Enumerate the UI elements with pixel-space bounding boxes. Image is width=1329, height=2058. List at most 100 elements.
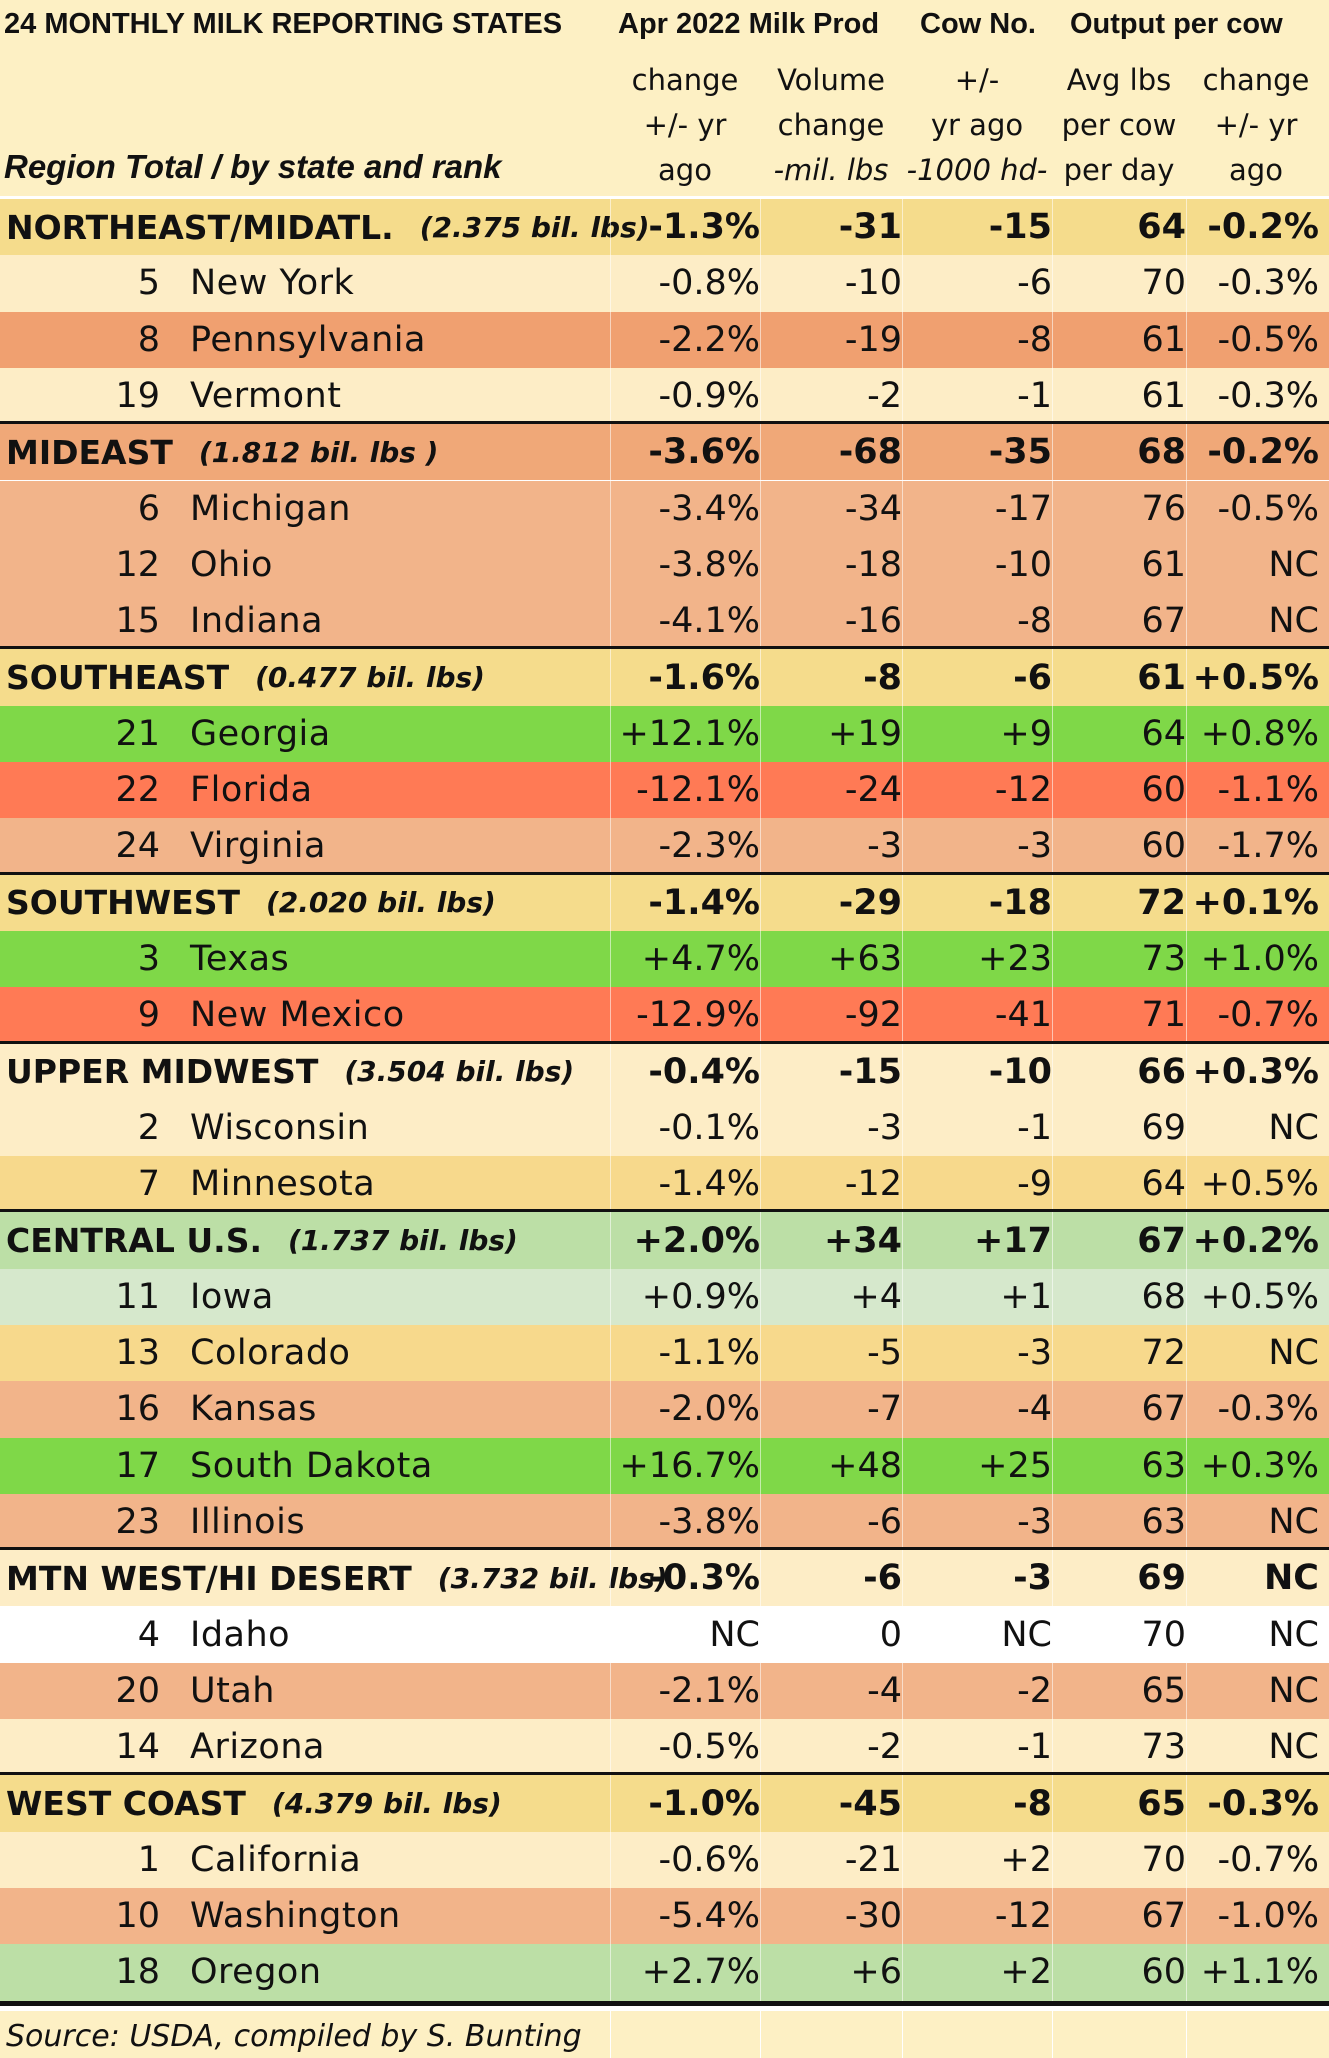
avg-lbs-per-day-cell: 64 <box>1052 1156 1186 1213</box>
state-rank: 3 <box>137 939 160 980</box>
footer-gridline <box>1186 2011 1187 2058</box>
milk-prod-change-cell: +4.7% <box>610 930 760 988</box>
avg-lbs-per-day-cell: 70 <box>1052 1606 1186 1663</box>
region-divider <box>0 1040 1329 1046</box>
region-divider <box>0 2000 1329 2006</box>
cow-change-cell: +2 <box>902 1944 1052 2001</box>
output-change-cell: NC <box>1186 1606 1321 1663</box>
region-volume: (4.379 bil. lbs) <box>271 1787 502 1821</box>
state-label: 5 New York <box>0 255 760 311</box>
volume-change-cell: 0 <box>760 1606 902 1663</box>
avg-lbs-per-day-cell: 67 <box>1052 1212 1186 1269</box>
header-group-output: Output per cow <box>1070 8 1283 40</box>
avg-lbs-per-day-cell: 65 <box>1052 1775 1186 1832</box>
milk-prod-change-cell: -1.6% <box>610 649 760 706</box>
header-col3: +/- yr ago -1000 hd- <box>902 58 1052 193</box>
milk-prod-change-cell: -2.0% <box>610 1381 760 1438</box>
state-name: Wisconsin <box>190 1107 370 1148</box>
table-title: 24 MONTHLY MILK REPORTING STATES <box>4 8 563 40</box>
state-label: 10 Washington <box>0 1888 760 1944</box>
state-name: Michigan <box>190 488 351 529</box>
output-change-cell: -0.7% <box>1186 987 1321 1044</box>
cow-change-cell: -2 <box>902 1662 1052 1720</box>
cow-change-cell: -18 <box>902 874 1052 931</box>
region-volume: (1.812 bil. lbs ) <box>198 435 439 469</box>
state-rank: 19 <box>115 376 160 417</box>
state-label: 6 Michigan <box>0 481 760 537</box>
state-name: Arizona <box>190 1727 325 1768</box>
volume-change-cell: -2 <box>760 367 902 425</box>
milk-prod-change-cell: -2.2% <box>610 311 760 368</box>
header-col4-line1: Avg lbs <box>1066 63 1172 97</box>
region-label: CENTRAL U.S. (1.737 bil. lbs) <box>0 1212 760 1268</box>
region-name: WEST COAST <box>6 1784 246 1824</box>
cow-change-cell: +17 <box>902 1212 1052 1269</box>
avg-lbs-per-day-cell: 66 <box>1052 1043 1186 1100</box>
avg-lbs-per-day-cell: 64 <box>1052 199 1186 256</box>
cow-change-cell: -3 <box>902 1550 1052 1607</box>
header-row-label: Region Total / by state and rank <box>4 148 502 185</box>
milk-prod-change-cell: +12.1% <box>610 705 760 762</box>
cow-change-cell: -8 <box>902 311 1052 368</box>
state-name: Virginia <box>190 826 326 867</box>
milk-prod-change-cell: -5.4% <box>610 1888 760 1945</box>
volume-change-cell: -45 <box>760 1775 902 1832</box>
avg-lbs-per-day-cell: 67 <box>1052 593 1186 650</box>
avg-lbs-per-day-cell: 68 <box>1052 1268 1186 1325</box>
region-label: NORTHEAST/MIDATL. (2.375 bil. lbs) <box>0 199 760 255</box>
state-row: 19 Vermont -0.9% -2 -1 61 -0.3% <box>0 367 1329 425</box>
state-row: 24 Virginia -2.3% -3 -3 60 -1.7% <box>0 818 1329 875</box>
region-name: CENTRAL U.S. <box>6 1221 262 1261</box>
state-name: Georgia <box>190 713 331 754</box>
avg-lbs-per-day-cell: 63 <box>1052 1437 1186 1494</box>
milk-prod-change-cell: -0.5% <box>610 1719 760 1776</box>
state-name: Iowa <box>190 1276 274 1317</box>
state-label: 16 Kansas <box>0 1381 760 1437</box>
volume-change-cell: -3 <box>760 1099 902 1157</box>
state-rank: 23 <box>115 1502 160 1543</box>
state-row: 23 Illinois -3.8% -6 -3 63 NC <box>0 1493 1329 1551</box>
header-col4: Avg lbs per cow per day <box>1052 58 1186 193</box>
avg-lbs-per-day-cell: 73 <box>1052 1719 1186 1776</box>
footer-gridline <box>1052 2011 1053 2058</box>
header-col2-line1: Volume <box>777 63 885 97</box>
header-col2-line2: change <box>777 108 885 142</box>
region-label: UPPER MIDWEST (3.504 bil. lbs) <box>0 1044 760 1100</box>
state-row: 10 Washington -5.4% -30 -12 67 -1.0% <box>0 1888 1329 1945</box>
avg-lbs-per-day-cell: 72 <box>1052 1325 1186 1382</box>
avg-lbs-per-day-cell: 67 <box>1052 1381 1186 1438</box>
volume-change-cell: -31 <box>760 199 902 256</box>
output-change-cell: +0.3% <box>1186 1437 1321 1494</box>
region-name: SOUTHEAST <box>6 658 230 698</box>
avg-lbs-per-day-cell: 60 <box>1052 818 1186 875</box>
milk-prod-change-cell: -0.9% <box>610 367 760 425</box>
state-label: 23 Illinois <box>0 1494 760 1550</box>
state-name: Indiana <box>190 601 324 642</box>
state-label: 9 New Mexico <box>0 987 760 1043</box>
region-row: WEST COAST (4.379 bil. lbs) -1.0% -45 -8 65 -0… <box>0 1775 1329 1832</box>
state-label: 20 Utah <box>0 1663 760 1719</box>
volume-change-cell: -4 <box>760 1662 902 1720</box>
cow-change-cell: +23 <box>902 930 1052 988</box>
state-label: 18 Oregon <box>0 1944 760 2000</box>
output-change-cell: NC <box>1186 1550 1321 1607</box>
region-divider <box>0 421 1329 427</box>
volume-change-cell: -24 <box>760 762 902 819</box>
state-label: 14 Arizona <box>0 1719 760 1775</box>
volume-change-cell: +34 <box>760 1212 902 1269</box>
output-change-cell: -0.3% <box>1186 1381 1321 1438</box>
state-label: 11 Iowa <box>0 1269 760 1325</box>
state-label: 15 Indiana <box>0 593 760 649</box>
milk-prod-change-cell: NC <box>610 1606 760 1663</box>
volume-change-cell: -2 <box>760 1719 902 1776</box>
region-name: NORTHEAST/MIDATL. <box>6 207 394 247</box>
header-col4-line2: per cow <box>1061 108 1177 142</box>
header-col3-line3: -1000 hd- <box>906 153 1048 187</box>
state-name: Illinois <box>190 1502 306 1543</box>
state-row: 7 Minnesota -1.4% -12 -9 64 +0.5% <box>0 1156 1329 1213</box>
milk-prod-change-cell: -12.1% <box>610 762 760 819</box>
state-rank: 4 <box>137 1614 160 1655</box>
state-row: 5 New York -0.8% -10 -6 70 -0.3% <box>0 255 1329 312</box>
cow-change-cell: NC <box>902 1606 1052 1663</box>
state-name: Colorado <box>190 1333 351 1374</box>
